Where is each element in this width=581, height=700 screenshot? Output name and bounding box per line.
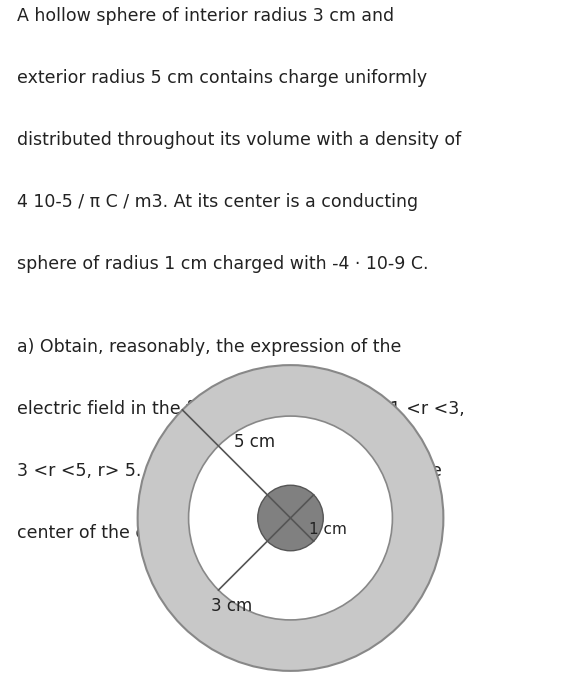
Text: distributed throughout its volume with a density of: distributed throughout its volume with a… (17, 131, 462, 149)
Circle shape (258, 485, 323, 551)
Text: 5 cm: 5 cm (235, 433, 275, 451)
Text: 4 10-5 / π C / m3. At its center is a conducting: 4 10-5 / π C / m3. At its center is a co… (17, 193, 418, 211)
Text: electric field in the following regions r <1, 1 <r <3,: electric field in the following regions … (17, 400, 465, 418)
Text: 3 <r <5, r> 5.    b) Calculate the potential of the: 3 <r <5, r> 5. b) Calculate the potentia… (17, 462, 442, 480)
Circle shape (189, 416, 392, 620)
Text: 1 cm: 1 cm (309, 522, 346, 537)
Text: exterior radius 5 cm contains charge uniformly: exterior radius 5 cm contains charge uni… (17, 69, 428, 87)
Text: center of the conducting sphere: center of the conducting sphere (17, 524, 298, 542)
Text: sphere of radius 1 cm charged with -4 · 10-9 C.: sphere of radius 1 cm charged with -4 · … (17, 256, 429, 274)
Text: a) Obtain, reasonably, the expression of the: a) Obtain, reasonably, the expression of… (17, 337, 402, 356)
Circle shape (138, 365, 443, 671)
Text: A hollow sphere of interior radius 3 cm and: A hollow sphere of interior radius 3 cm … (17, 7, 394, 24)
Text: 3 cm: 3 cm (211, 598, 252, 615)
